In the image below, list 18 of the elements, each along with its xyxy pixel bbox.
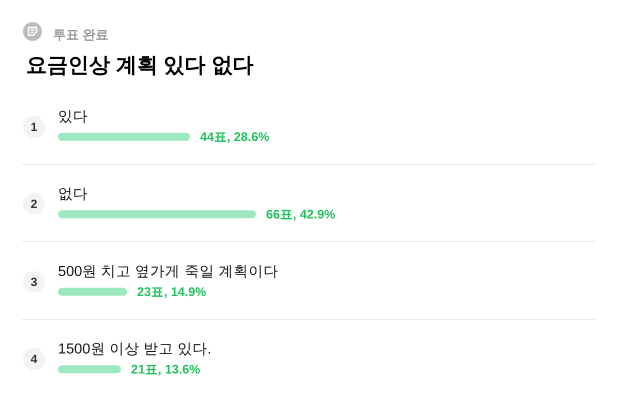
data-label: 23표, 14.9% [137, 284, 206, 299]
rank-badge: 1 [23, 116, 45, 138]
data-label: 66표, 42.9% [266, 207, 336, 222]
y-tick-label: 1500원 이상 받고 있다. [58, 341, 212, 358]
bar [58, 365, 121, 374]
rank-badge: 2 [23, 193, 45, 216]
bar [58, 210, 256, 218]
y-tick-label: 없다 [58, 186, 88, 202]
bar [58, 132, 190, 141]
bar [58, 288, 127, 296]
chart-title: 요금인상 계획 있다 없다 [26, 54, 254, 77]
chart-subtitle: 투표 완료 [53, 27, 109, 42]
rank-badge: 3 [23, 270, 45, 293]
rank-badge: 4 [23, 348, 45, 370]
y-tick-label: 500원 치고 옆가게 죽일 계획이다 [58, 264, 278, 280]
y-tick-label: 있다 [58, 108, 88, 125]
data-label: 44표, 28.6% [200, 130, 270, 144]
data-label: 21표, 13.6% [131, 362, 200, 376]
